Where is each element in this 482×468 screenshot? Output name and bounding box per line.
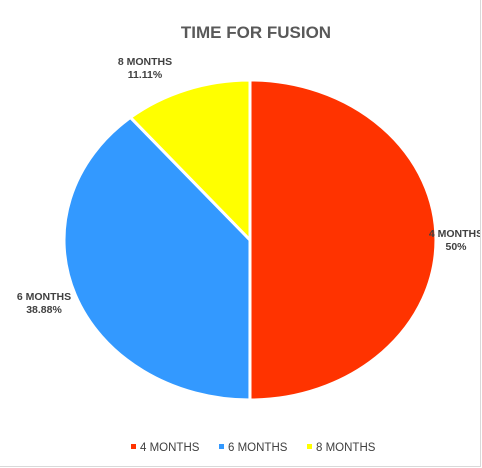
pie-slices	[62, 78, 438, 402]
legend-item-4-months: 4 MONTHS	[131, 442, 200, 454]
chart-title: TIME FOR FUSION	[181, 23, 331, 42]
legend-label: 4 MONTHS	[140, 442, 200, 454]
legend-label: 6 MONTHS	[228, 442, 288, 454]
legend-swatch	[219, 444, 224, 449]
data-label-value: 11.11%	[128, 69, 163, 81]
data-label-value: 38.88%	[26, 304, 62, 316]
legend-item-6-months: 6 MONTHS	[219, 442, 288, 454]
data-label-category: 8 MONTHS	[118, 56, 172, 68]
data-label: 4 MONTHS 50%	[429, 228, 480, 253]
data-label: 8 MONTHS 11.11%	[118, 56, 172, 81]
data-label-value: 50%	[445, 241, 467, 253]
legend-swatch	[131, 444, 136, 449]
legend-swatch	[307, 444, 312, 449]
legend-label: 8 MONTHS	[316, 442, 376, 454]
pie-slice-4-months	[248, 78, 438, 402]
data-label-category: 6 MONTHS	[17, 291, 71, 303]
pie-slice-8-months	[128, 78, 252, 242]
data-labels: 4 MONTHS 50% 6 MONTHS 38.88% 8 MONTHS 11.11%	[17, 56, 480, 316]
data-label-category: 4 MONTHS	[429, 228, 480, 240]
pie-slice-6-months	[62, 115, 252, 402]
legend-item-8-months: 8 MONTHS	[307, 442, 376, 454]
data-label: 6 MONTHS 38.88%	[17, 291, 71, 316]
legend: 4 MONTHS 6 MONTHS 8 MONTHS	[131, 442, 376, 454]
